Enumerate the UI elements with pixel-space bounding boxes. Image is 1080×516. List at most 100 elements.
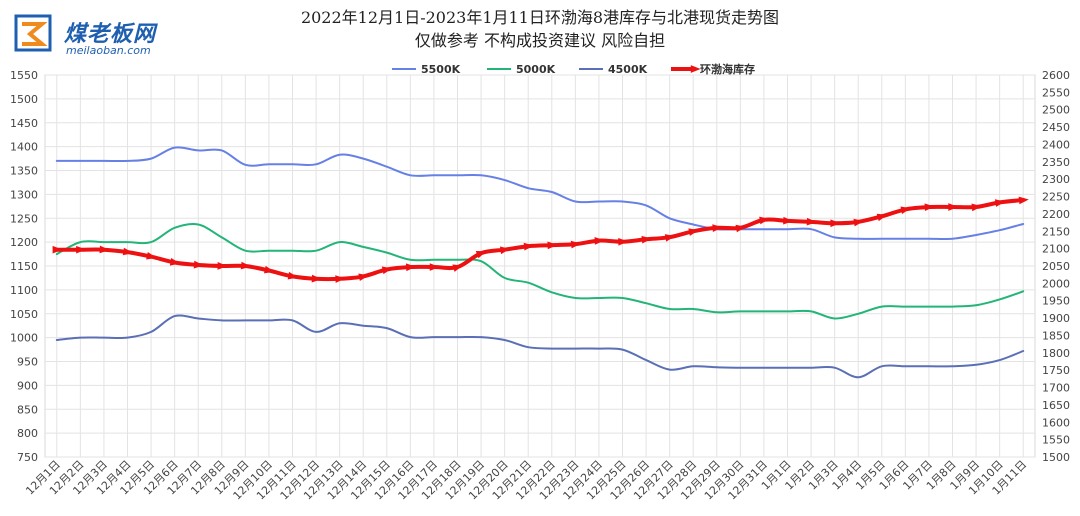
grid — [44, 74, 1036, 458]
series-point — [759, 216, 770, 225]
y-right-tick-label: 1700 — [1042, 382, 1070, 395]
x-axis: 12月1日12月2日12月3日12月4日12月5日12月6日12月7日12月8日… — [23, 458, 1029, 503]
series-point — [547, 241, 558, 250]
y-right-tick-label: 2550 — [1042, 86, 1070, 99]
series-point — [169, 258, 181, 266]
y-left-tick-label: 1550 — [10, 69, 38, 82]
y-right-tick-label: 1950 — [1042, 295, 1070, 308]
series-point — [76, 245, 86, 254]
series-point — [688, 228, 699, 236]
series-point — [499, 246, 511, 255]
series-point — [830, 219, 841, 228]
series-point — [311, 274, 322, 283]
y-left-tick-label: 1200 — [10, 236, 38, 249]
series-point — [217, 262, 228, 270]
y-left-tick-label: 850 — [17, 403, 38, 416]
y-left-tick-label: 900 — [17, 379, 38, 392]
series-point — [405, 263, 416, 272]
y-right-tick-label: 2450 — [1042, 121, 1070, 134]
series-point — [99, 245, 110, 254]
series-point — [146, 251, 157, 260]
logo-text: 煤老板网 — [64, 22, 157, 47]
y-axis-right: 1500 1550 1600 1650 1700 1750 1800 1850 1900 1950… — [1042, 69, 1070, 464]
y-left-tick-label: 1050 — [10, 308, 38, 321]
y-right-tick-label: 2000 — [1042, 277, 1070, 290]
series-point — [452, 264, 463, 272]
series-group — [52, 146, 1029, 379]
series-环渤海库存 — [52, 196, 1029, 283]
y-right-tick-label: 2400 — [1042, 138, 1070, 151]
series-point — [806, 217, 817, 226]
logo: 煤老板网 meilaoban.com — [14, 14, 194, 60]
series-point — [122, 247, 134, 256]
series-point — [287, 271, 299, 280]
series-point — [240, 261, 251, 270]
y-left-tick-label: 1300 — [10, 188, 38, 201]
y-right-tick-label: 2600 — [1042, 69, 1070, 82]
series-point — [664, 234, 676, 242]
series-point — [358, 273, 369, 282]
series-point — [381, 266, 393, 275]
series-point — [735, 224, 746, 233]
y-right-tick-label: 1750 — [1042, 364, 1070, 377]
chart-subtitle: 仅做参考 不构成投资建议 风险自担 — [414, 31, 666, 50]
legend-item: 5500K — [392, 63, 461, 76]
series-point — [193, 260, 204, 269]
logo-mark-icon — [14, 14, 52, 52]
y-left-tick-label: 1350 — [10, 165, 38, 178]
series-point — [876, 213, 888, 222]
y-right-tick-label: 2100 — [1042, 243, 1070, 256]
y-left-tick-label: 1150 — [10, 260, 38, 273]
y-right-tick-label: 1900 — [1042, 312, 1070, 325]
series-5500K — [55, 146, 1025, 241]
y-axis-left: 750 800 850 900 950 1000 1050 1100 1150 1200 1250 1… — [10, 69, 38, 464]
y-left-tick-label: 1250 — [10, 212, 38, 225]
series-point — [994, 199, 1006, 207]
series-point — [900, 206, 911, 214]
series-point — [570, 240, 581, 249]
series-line — [55, 146, 1025, 241]
legend-item: 环渤海库存 — [671, 62, 755, 76]
y-left-tick-label: 1500 — [10, 93, 38, 106]
y-left-tick-label: 800 — [17, 427, 38, 440]
legend: 5500K 5000K 4500K 环渤海库存 — [392, 62, 755, 76]
series-point — [523, 242, 534, 251]
series-point — [335, 275, 346, 283]
legend-item: 4500K — [579, 63, 648, 76]
series-point — [618, 237, 629, 246]
y-right-tick-label: 2150 — [1042, 225, 1070, 238]
y-right-tick-label: 2200 — [1042, 208, 1070, 221]
y-right-tick-label: 2050 — [1042, 260, 1070, 273]
series-point — [948, 203, 959, 211]
y-right-tick-label: 2350 — [1042, 156, 1070, 169]
series-point — [924, 203, 935, 212]
series-point — [52, 245, 63, 254]
series-line — [55, 314, 1025, 379]
series-point — [594, 237, 605, 245]
series-line — [55, 222, 1025, 320]
y-right-tick-label: 2250 — [1042, 191, 1070, 204]
y-right-tick-label: 1650 — [1042, 399, 1070, 412]
y-left-tick-label: 1400 — [10, 141, 38, 154]
legend-label: 5500K — [421, 63, 461, 76]
y-right-tick-label: 1850 — [1042, 329, 1070, 342]
legend-label: 环渤海库存 — [700, 62, 755, 76]
legend-item: 5000K — [487, 63, 556, 76]
y-left-tick-label: 1450 — [10, 117, 38, 130]
y-right-tick-label: 2300 — [1042, 173, 1070, 186]
series-point — [475, 250, 487, 259]
chart-title: 2022年12月1日-2023年1月11日环渤海8港库存与北港现货走势图 — [300, 8, 780, 27]
y-left-tick-label: 1100 — [10, 284, 38, 297]
legend-label: 4500K — [608, 63, 648, 76]
y-right-tick-label: 2500 — [1042, 104, 1070, 117]
y-left-tick-label: 750 — [17, 451, 38, 464]
y-right-tick-label: 1500 — [1042, 451, 1070, 464]
series-point — [783, 216, 794, 225]
series-point — [1018, 196, 1029, 205]
series-4500K — [55, 314, 1025, 379]
y-right-tick-label: 1800 — [1042, 347, 1070, 360]
series-point — [971, 203, 982, 212]
y-left-tick-label: 950 — [17, 356, 38, 369]
series-point — [853, 218, 864, 227]
